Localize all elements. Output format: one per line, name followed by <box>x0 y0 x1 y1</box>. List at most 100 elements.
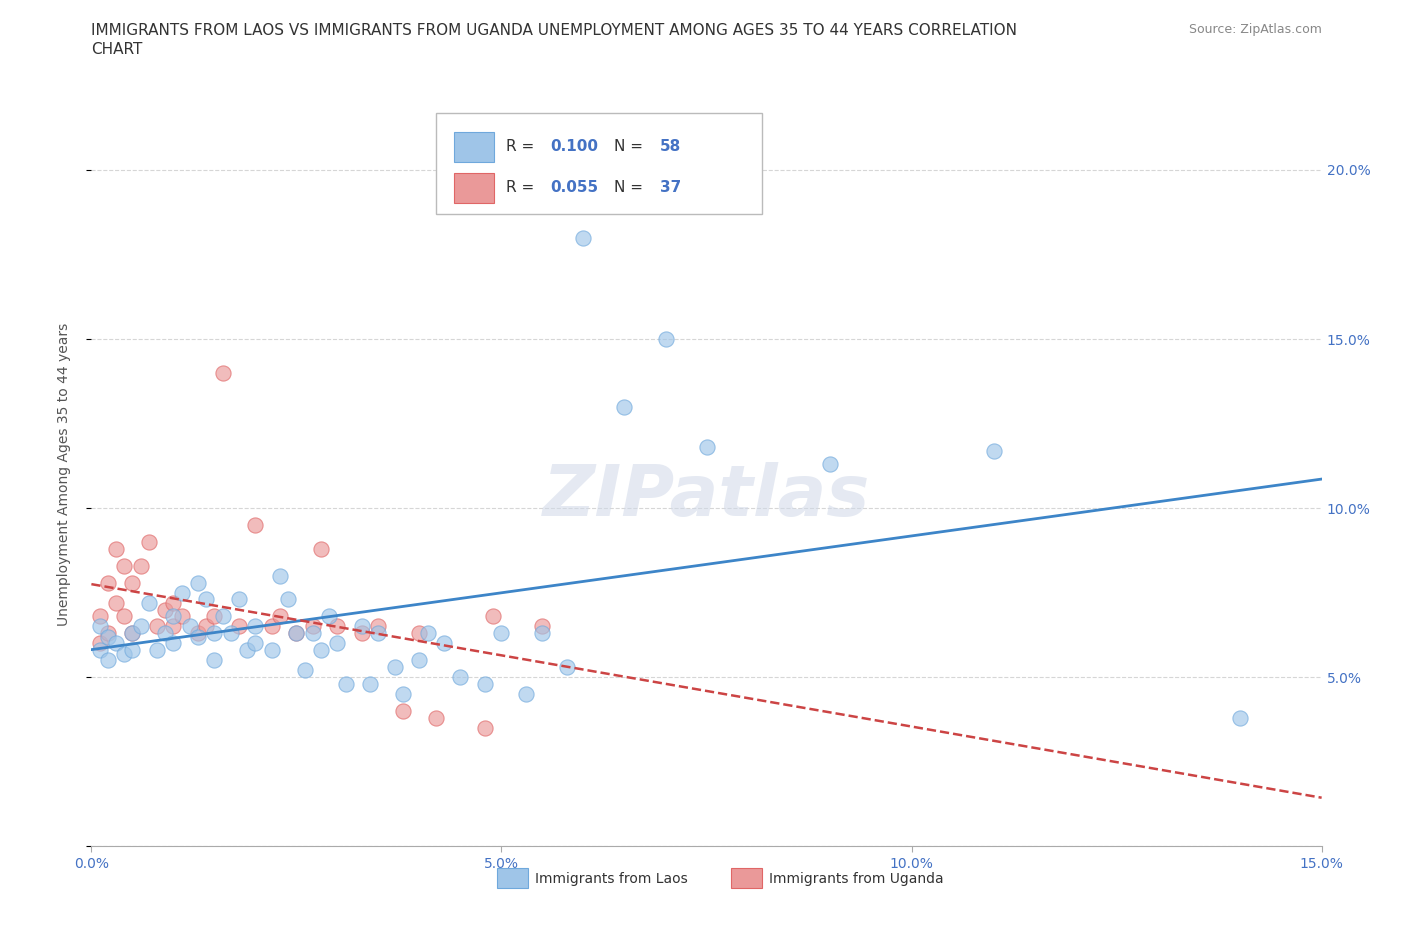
Text: ZIPatlas: ZIPatlas <box>543 462 870 531</box>
FancyBboxPatch shape <box>454 132 494 162</box>
Point <box>294 663 316 678</box>
Point <box>153 602 177 617</box>
Point <box>572 230 595 245</box>
Point <box>129 558 152 573</box>
Point <box>555 659 578 674</box>
Point <box>269 609 291 624</box>
Text: 58: 58 <box>659 140 681 154</box>
Point <box>309 643 332 658</box>
Point <box>121 626 143 641</box>
Point <box>112 609 135 624</box>
Point <box>416 626 439 641</box>
Point <box>105 636 127 651</box>
Point <box>515 686 537 701</box>
Point <box>408 653 430 668</box>
Point <box>162 609 184 624</box>
Point <box>162 636 184 651</box>
Point <box>202 626 225 641</box>
Point <box>97 626 120 641</box>
Point <box>170 585 193 600</box>
Point <box>695 440 717 455</box>
Point <box>219 626 242 641</box>
Point <box>654 332 676 347</box>
Point <box>482 609 505 624</box>
Point <box>138 535 160 550</box>
Point <box>146 619 169 634</box>
Point <box>211 609 233 624</box>
Point <box>228 592 250 607</box>
Point <box>121 643 143 658</box>
Point <box>269 568 291 583</box>
Point <box>335 676 357 691</box>
Text: Immigrants from Laos: Immigrants from Laos <box>536 871 688 886</box>
Point <box>187 626 209 641</box>
FancyBboxPatch shape <box>436 113 762 214</box>
Point <box>818 457 841 472</box>
Point <box>245 518 267 533</box>
Point <box>309 541 332 556</box>
Point <box>121 626 143 641</box>
Point <box>245 619 267 634</box>
Point <box>326 619 349 634</box>
FancyBboxPatch shape <box>454 173 494 203</box>
Point <box>392 686 415 701</box>
Point <box>187 630 209 644</box>
Text: IMMIGRANTS FROM LAOS VS IMMIGRANTS FROM UGANDA UNEMPLOYMENT AMONG AGES 35 TO 44 : IMMIGRANTS FROM LAOS VS IMMIGRANTS FROM … <box>91 23 1018 38</box>
Point <box>195 592 218 607</box>
Point <box>228 619 250 634</box>
Y-axis label: Unemployment Among Ages 35 to 44 years: Unemployment Among Ages 35 to 44 years <box>56 323 70 626</box>
Point <box>179 619 201 634</box>
Point <box>146 643 169 658</box>
Point <box>211 365 233 380</box>
Point <box>613 399 636 414</box>
Point <box>89 619 111 634</box>
Text: R =: R = <box>506 140 534 154</box>
Text: N =: N = <box>614 140 644 154</box>
Point <box>408 626 430 641</box>
Point <box>352 626 374 641</box>
Point <box>97 653 120 668</box>
Point <box>359 676 381 691</box>
Point <box>285 626 308 641</box>
Text: Immigrants from Uganda: Immigrants from Uganda <box>769 871 943 886</box>
Point <box>170 609 193 624</box>
Point <box>236 643 259 658</box>
Point <box>195 619 218 634</box>
Text: 0.055: 0.055 <box>550 180 599 195</box>
Text: 0.100: 0.100 <box>550 140 599 154</box>
Point <box>425 711 447 725</box>
Text: CHART: CHART <box>91 42 143 57</box>
Point <box>245 636 267 651</box>
Point <box>352 619 374 634</box>
Point <box>97 630 120 644</box>
Text: R =: R = <box>506 180 534 195</box>
Point <box>285 626 308 641</box>
Point <box>449 670 471 684</box>
Point <box>162 619 184 634</box>
Point <box>121 575 143 590</box>
Point <box>105 595 127 610</box>
Point <box>260 619 283 634</box>
Point <box>105 541 127 556</box>
Point <box>162 595 184 610</box>
Point <box>531 619 554 634</box>
Point <box>392 704 415 719</box>
Point <box>983 444 1005 458</box>
Point <box>89 636 111 651</box>
Point <box>138 595 160 610</box>
Text: N =: N = <box>614 180 644 195</box>
Point <box>301 619 323 634</box>
Point <box>112 558 135 573</box>
Point <box>89 609 111 624</box>
Point <box>531 626 554 641</box>
Point <box>202 653 225 668</box>
Text: Source: ZipAtlas.com: Source: ZipAtlas.com <box>1188 23 1322 36</box>
Point <box>367 619 389 634</box>
Point <box>129 619 152 634</box>
Point <box>318 609 340 624</box>
Point <box>153 626 177 641</box>
Point <box>384 659 406 674</box>
Point <box>367 626 389 641</box>
Point <box>187 575 209 590</box>
Point <box>433 636 456 651</box>
